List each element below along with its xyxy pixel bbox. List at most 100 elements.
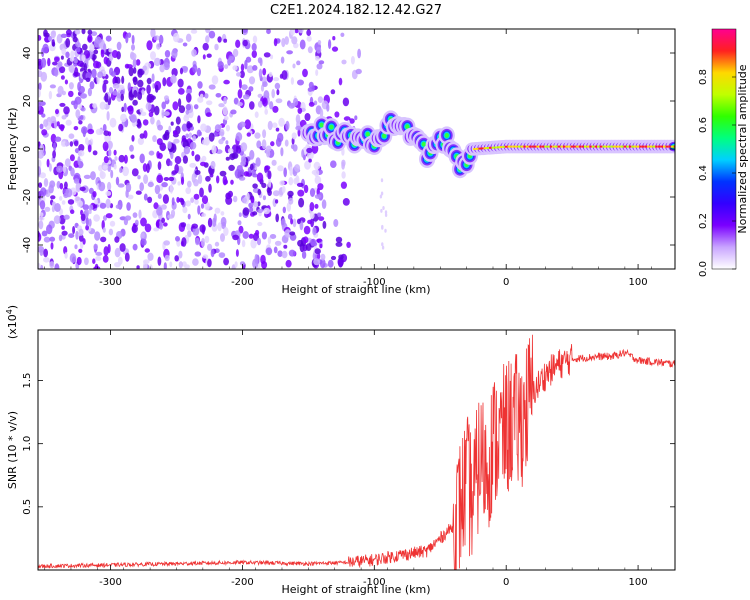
- spectrogram-cell: [312, 227, 317, 236]
- spectrogram-cell: [122, 166, 129, 177]
- spectrogram-cell: [92, 53, 96, 62]
- spectrogram-cell: [129, 144, 134, 152]
- spectrogram-cell: [115, 204, 121, 209]
- spectrogram-cell: [183, 115, 190, 122]
- spectrogram-cell: [117, 183, 125, 188]
- spectrogram-cell: [190, 197, 195, 204]
- spectrogram-cell: [255, 157, 261, 167]
- spectrogram-cell: [42, 43, 49, 54]
- spectrogram-cell: [320, 253, 326, 261]
- spectrogram-cell: [154, 184, 161, 195]
- spectrogram-cell: [291, 36, 298, 45]
- signal-core: [589, 145, 592, 148]
- spectrogram-cell: [48, 163, 52, 172]
- spectrogram-cell: [167, 141, 172, 150]
- spectrogram-cell: [99, 202, 107, 209]
- snr-ylabel: SNR (10 * v/v): [6, 411, 19, 489]
- spectrogram-cell: [206, 53, 212, 58]
- spectrogram-cell: [225, 156, 230, 161]
- spectrogram-cell: [307, 219, 313, 225]
- spectrogram-cell: [204, 235, 210, 244]
- spectrogram-cell: [309, 211, 315, 220]
- spectrogram-cell: [93, 214, 100, 222]
- spectrogram-cell: [258, 68, 263, 79]
- x-tick-label: -300: [99, 277, 122, 288]
- spectrogram-cell: [102, 255, 109, 263]
- spectrogram-cell: [164, 50, 171, 58]
- spectrogram-cell: [264, 165, 271, 171]
- spectrogram-cell: [43, 248, 48, 258]
- spectrogram-cell: [279, 180, 285, 186]
- colorbar-tick-label: 0.8: [698, 69, 709, 85]
- spectrogram-cell: [112, 83, 120, 89]
- spectrogram-cell: [288, 102, 296, 109]
- signal-core: [618, 145, 621, 148]
- spectrogram-cell: [194, 154, 201, 162]
- spectrogram-cell: [209, 173, 214, 178]
- spectrogram-cell: [151, 73, 155, 82]
- signal-core: [494, 146, 497, 149]
- spectrogram-cell: [124, 63, 130, 69]
- spectrogram-cell: [91, 31, 98, 37]
- spectrogram-cell: [87, 34, 93, 43]
- spectrogram-cell: [306, 35, 312, 42]
- spectrogram-cell: [313, 100, 318, 106]
- y-tick-label: -40: [22, 237, 33, 253]
- spectrogram-cell: [120, 93, 125, 102]
- spectrogram-cell: [178, 261, 183, 269]
- spectrogram-cell: [210, 160, 216, 170]
- spectrogram-cell: [107, 140, 113, 150]
- signal-core: [623, 145, 627, 148]
- spectrogram-cell: [74, 244, 78, 250]
- spectrogram-cell: [78, 248, 83, 253]
- spectrogram-cell: [60, 124, 65, 132]
- spectrogram-cell: [227, 148, 234, 154]
- signal-core: [620, 145, 624, 148]
- spectrogram-cell: [130, 52, 137, 61]
- spectrogram-cell: [61, 200, 66, 205]
- spectrogram-cell: [230, 179, 234, 185]
- spectrogram-cell: [57, 61, 63, 68]
- spectrogram-cell: [210, 248, 215, 258]
- spectrogram-cell: [142, 119, 149, 126]
- signal-cell: [405, 124, 410, 129]
- spectrogram-cell: [128, 91, 135, 101]
- spectrogram-cell: [105, 198, 111, 209]
- signal-cell: [329, 124, 334, 130]
- spectrogram-cell: [381, 245, 385, 250]
- signal-cell: [421, 141, 426, 147]
- spectrogram-cell: [48, 90, 53, 100]
- spectrogram-cell: [242, 29, 248, 33]
- spectrogram-cell: [124, 252, 130, 262]
- spectrogram-cell: [43, 178, 49, 187]
- spectrogram-cell: [185, 103, 192, 111]
- spectrogram-cell: [40, 57, 47, 68]
- spectrogram-cell: [330, 160, 337, 168]
- spectrogram-cell: [334, 111, 340, 118]
- spectrogram-cell: [297, 189, 305, 197]
- signal-core: [512, 145, 516, 148]
- spectrogram-cell: [148, 150, 155, 156]
- spectrogram-cell: [173, 138, 180, 144]
- signal-core: [486, 147, 489, 149]
- spectrogram-cell: [152, 135, 157, 143]
- spectrogram-cell: [269, 54, 274, 60]
- spectrogram-cell: [249, 206, 254, 213]
- spectrogram-cell: [182, 42, 188, 47]
- spectrogram-cell: [83, 63, 87, 73]
- spectrogram-cell: [61, 48, 67, 55]
- spectrogram-cell: [237, 220, 242, 226]
- spectrogram-cell: [343, 116, 351, 121]
- signal-core: [665, 145, 669, 148]
- spectrogram-cell: [132, 99, 138, 106]
- spectrogram-cell: [39, 101, 46, 106]
- signal-core: [568, 145, 571, 148]
- signal-core: [584, 145, 587, 148]
- spectrogram-ylabel: Frequency (Hz): [6, 108, 19, 191]
- spectrogram-cell: [224, 116, 229, 121]
- spectrogram-cell: [220, 233, 225, 242]
- spectrogram-cell: [322, 220, 327, 229]
- spectrogram-cell: [94, 198, 98, 205]
- spectrogram-cell: [355, 68, 362, 75]
- signal-core: [626, 145, 629, 148]
